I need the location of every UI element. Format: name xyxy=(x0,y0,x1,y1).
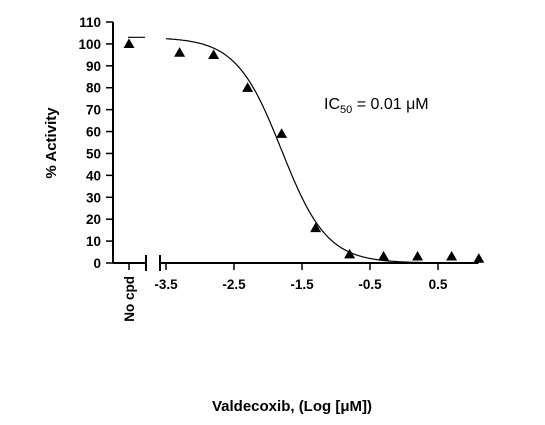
ic50-annotation: IC50 = 0.01 μM xyxy=(324,96,429,116)
x-tick-label: -0.5 xyxy=(358,277,382,292)
y-tick-label: 100 xyxy=(78,37,101,52)
x-tick-label: 0.5 xyxy=(429,277,448,292)
y-tick-label: 110 xyxy=(79,15,101,30)
y-tick-label: 10 xyxy=(86,234,101,249)
y-tick-label: 40 xyxy=(86,168,101,183)
fit-curve xyxy=(165,38,479,264)
y-tick-label: 20 xyxy=(86,212,101,227)
data-point xyxy=(344,248,356,259)
y-tick-label: 50 xyxy=(86,146,101,161)
x-tick-label: -1.5 xyxy=(290,277,314,292)
y-tick-label: 80 xyxy=(86,81,101,96)
y-axis-title: % Activity xyxy=(43,107,60,179)
data-point xyxy=(208,49,220,59)
y-tick-label: 60 xyxy=(86,125,101,140)
x-axis-title: Valdecoxib, (Log [μM]) xyxy=(212,398,372,415)
x-tick-label: -3.5 xyxy=(154,277,178,292)
ic50-suffix: = 0.01 μM xyxy=(352,96,428,113)
data-point xyxy=(242,82,254,92)
data-point xyxy=(412,250,424,261)
y-tick-label: 0 xyxy=(93,256,101,271)
data-point xyxy=(378,250,390,261)
data-point xyxy=(446,250,458,261)
data-point xyxy=(310,222,322,233)
y-tick-label: 90 xyxy=(86,59,101,74)
ic50-subscript: 50 xyxy=(340,104,352,116)
data-point xyxy=(276,128,288,138)
y-tick-label: 30 xyxy=(86,190,101,205)
ic50-prefix: IC xyxy=(324,96,340,113)
control-tick-label: No cpd xyxy=(122,276,137,322)
control-data-point xyxy=(123,38,135,49)
data-point xyxy=(473,253,485,263)
x-tick-label: -2.5 xyxy=(222,277,246,292)
y-tick-label: 70 xyxy=(86,103,101,118)
data-point xyxy=(174,47,186,57)
